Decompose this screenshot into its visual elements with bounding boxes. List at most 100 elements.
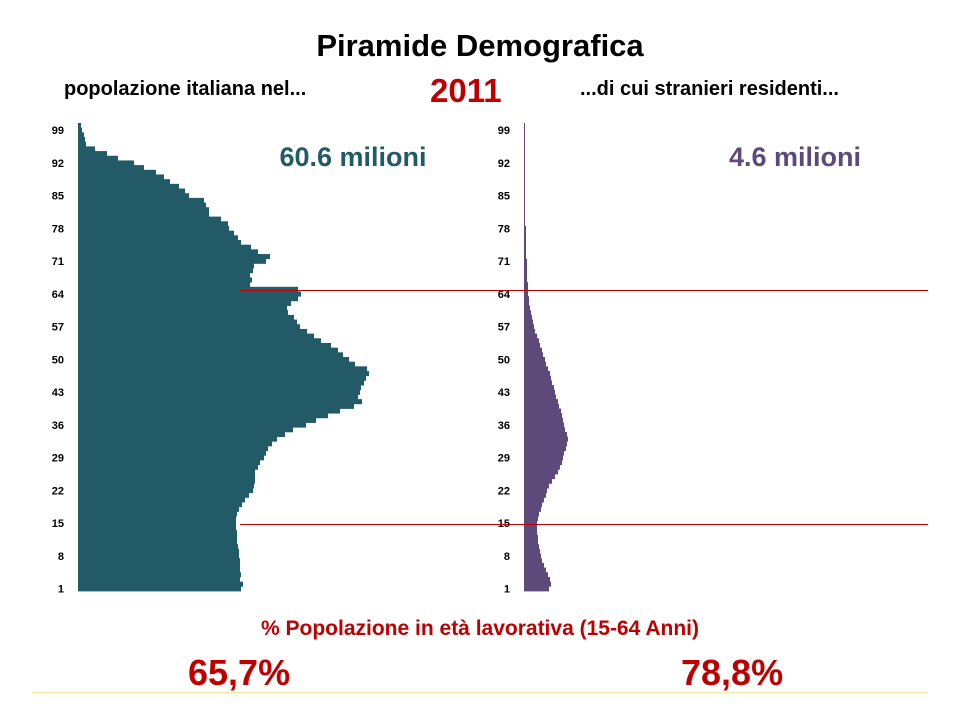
age-bar (78, 165, 144, 171)
age-bar (78, 314, 294, 320)
age-bar (78, 258, 266, 264)
age-bar (524, 502, 542, 508)
subtitle-left: popolazione italiana nel... (64, 78, 307, 100)
age-bar (78, 520, 236, 526)
age-bar (78, 338, 321, 344)
age-bar (78, 240, 241, 246)
y-tick-label: 99 (498, 125, 510, 137)
age-bar (78, 436, 277, 442)
age-bar (524, 516, 538, 522)
age-bar (524, 300, 529, 306)
age-bar (78, 459, 260, 466)
age-bar (524, 361, 546, 367)
age-bar (78, 235, 238, 241)
y-tick-label: 29 (52, 453, 64, 465)
y-tick-label: 43 (498, 387, 510, 399)
y-tick-label: 50 (498, 354, 510, 366)
age-bar (524, 399, 558, 405)
age-bar (524, 286, 528, 292)
age-bar (78, 352, 343, 358)
age-bar (524, 235, 526, 241)
y-tick-label: 57 (52, 322, 64, 334)
age-bar (524, 165, 525, 171)
age-bar (78, 366, 367, 372)
age-bar (524, 328, 535, 334)
age-bar (78, 357, 349, 363)
age-bar (524, 408, 561, 414)
age-bar (524, 403, 559, 409)
age-bar (524, 558, 542, 564)
age-bar (78, 572, 241, 578)
age-bar (78, 305, 287, 311)
age-bar (524, 478, 552, 484)
age-bar (78, 488, 253, 494)
age-bar (78, 544, 238, 550)
age-bar (78, 263, 254, 269)
y-tick-label: 8 (58, 551, 64, 563)
age-bar (78, 431, 285, 437)
age-bar (78, 530, 237, 536)
year-label: 2011 (430, 72, 502, 109)
age-bar (78, 319, 297, 325)
age-bar (78, 464, 258, 470)
age-bar (524, 188, 525, 194)
age-bar (524, 314, 532, 320)
age-bar (524, 249, 526, 255)
age-bar (524, 431, 567, 437)
age-bar (78, 375, 366, 381)
age-bar (524, 459, 562, 466)
y-tick-label: 64 (498, 289, 511, 301)
age-bar (78, 427, 293, 433)
age-bar (524, 319, 533, 325)
age-bar (524, 413, 562, 419)
age-bar (78, 558, 240, 564)
age-bar (78, 282, 250, 288)
age-bar (524, 183, 525, 189)
age-bar (524, 310, 531, 316)
age-bar (524, 127, 525, 133)
age-bar (78, 230, 234, 236)
age-bar (524, 417, 563, 423)
y-tick-label: 99 (52, 125, 64, 137)
y-tick-label: 71 (52, 256, 64, 268)
y-tick-label: 22 (498, 485, 510, 497)
y-tick-label: 36 (498, 420, 510, 432)
age-bar (78, 478, 255, 484)
total-population-label: 60.6 milioni (279, 142, 426, 172)
age-bar (78, 225, 229, 232)
age-bar (78, 413, 328, 419)
age-bar (524, 581, 551, 587)
age-bar (524, 169, 525, 175)
age-bar (78, 254, 270, 260)
age-bar (78, 328, 307, 334)
y-tick-label: 78 (498, 223, 510, 235)
age-bar (524, 282, 528, 288)
y-tick-label: 50 (52, 354, 64, 366)
age-bar (78, 567, 240, 573)
age-bar (78, 394, 358, 400)
age-bar (78, 300, 291, 306)
age-bar (78, 193, 189, 199)
age-bar (524, 371, 550, 377)
age-bar (78, 576, 240, 583)
subtitle-right: ...di cui stranieri residenti... (580, 78, 839, 100)
age-bar (524, 450, 564, 456)
age-bar (78, 450, 266, 456)
y-tick-label: 92 (498, 158, 510, 170)
age-bar (78, 296, 298, 302)
age-bar (78, 408, 340, 414)
age-bar (78, 291, 301, 297)
age-bar (78, 474, 255, 480)
age-bar (524, 244, 526, 250)
age-bar (524, 216, 525, 222)
footer-title: % Popolazione in età lavorativa (15-64 A… (261, 617, 699, 640)
age-bar (524, 240, 526, 246)
age-bar (78, 403, 354, 409)
age-bar (78, 455, 264, 461)
age-bar (524, 272, 527, 278)
age-bar (78, 445, 268, 451)
age-bar (524, 534, 538, 540)
age-bar (524, 394, 556, 400)
y-tick-label: 1 (504, 584, 510, 596)
